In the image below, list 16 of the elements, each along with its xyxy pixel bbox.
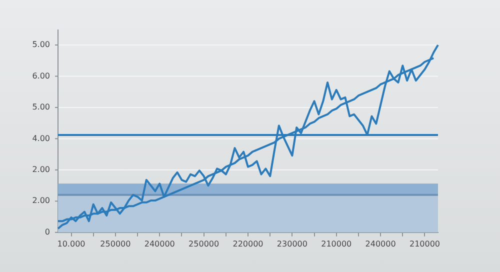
x-tick-label: 240000	[365, 239, 396, 248]
text: 5.00	[32, 40, 50, 50]
x-tick-label: 220000	[232, 239, 264, 248]
text: 2.00	[32, 196, 50, 206]
text: 2.00	[32, 165, 50, 174]
text: 4.00	[32, 134, 50, 143]
x-tick-label: 210000	[321, 239, 352, 248]
text: 6.00	[32, 71, 50, 80]
x-tick-label: 240000	[144, 239, 175, 248]
x-tick-label: 250000	[100, 239, 131, 248]
text: 5.00	[32, 102, 50, 112]
x-tick-label: 210000	[409, 239, 440, 248]
x-tick-label: 10.000	[57, 239, 86, 248]
text: 0	[44, 227, 50, 236]
x-tick-label: 250000	[188, 239, 220, 248]
x-tick-label: 230000	[276, 239, 308, 248]
